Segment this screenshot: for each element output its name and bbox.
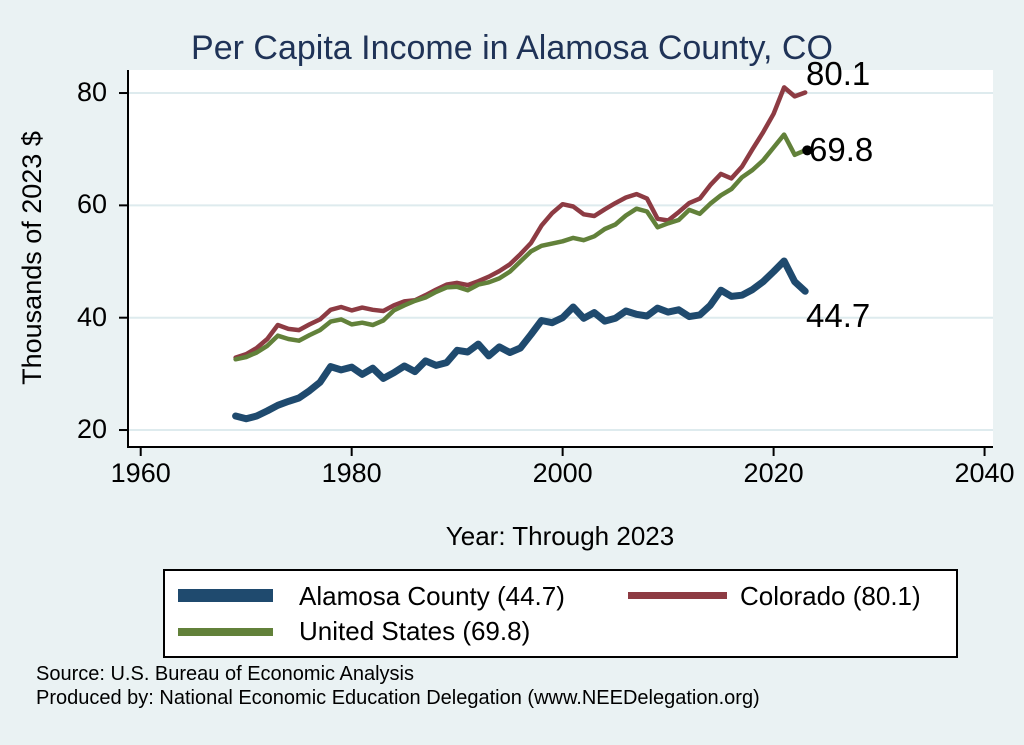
legend-label-united-states: United States (69.8): [299, 616, 531, 646]
legend-swatch-united-states: [178, 628, 273, 636]
end-value-label-united-states: 69.8: [809, 131, 874, 168]
end-marker-dot-us: [802, 145, 813, 156]
legend-label-colorado: Colorado (80.1): [740, 581, 921, 611]
series-line-colorado: [233, 85, 808, 360]
x-tick-label-1960: 1960: [110, 458, 171, 488]
legend-swatch-alamosa-county: [178, 589, 273, 602]
y-axis-tick-labels: 20 40 60 80: [0, 70, 107, 448]
x-axis-tick-labels: 1960 1980 2000 2020 2040: [111, 458, 1015, 490]
x-tick-label-2020: 2020: [743, 458, 804, 488]
x-tick-label-1980: 1980: [321, 458, 382, 488]
y-tick-label-80: 80: [76, 76, 107, 107]
end-value-label-colorado: 80.1: [806, 55, 871, 92]
produced-by-note: Produced by: National Economic Education…: [36, 686, 760, 709]
legend: [163, 569, 958, 658]
chart-title: Per Capita Income in Alamosa County, CO: [191, 29, 833, 67]
legend-label-alamosa-county: Alamosa County (44.7): [299, 581, 565, 611]
source-note: Source: U.S. Bureau of Economic Analysis: [36, 663, 414, 685]
y-tick-label-20: 20: [76, 413, 107, 444]
x-tick-label-2000: 2000: [532, 458, 593, 488]
legend-swatch-colorado: [628, 592, 727, 599]
footer: Source: U.S. Bureau of Economic Analysis…: [36, 663, 996, 710]
end-value-label-alamosa-county: 44.7: [806, 297, 871, 334]
x-tick-label-2040: 2040: [954, 458, 1015, 488]
y-tick-label-40: 40: [76, 301, 107, 332]
series-line-us: [233, 132, 808, 362]
plot-canvas: [119, 70, 993, 456]
series-line-alamosa: [232, 257, 809, 423]
y-tick-label-60: 60: [76, 189, 107, 220]
plot-area: [119, 70, 993, 456]
x-axis-label: Year: Through 2023: [445, 521, 675, 551]
